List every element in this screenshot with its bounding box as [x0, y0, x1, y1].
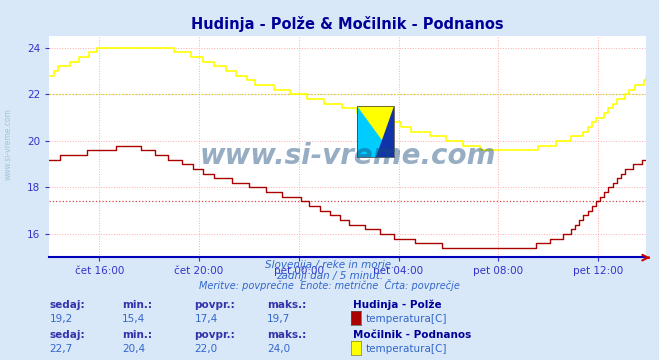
Text: povpr.:: povpr.: [194, 330, 235, 341]
Text: 15,4: 15,4 [122, 314, 145, 324]
Text: 22,7: 22,7 [49, 344, 72, 354]
Text: temperatura[C]: temperatura[C] [366, 344, 447, 354]
Text: povpr.:: povpr.: [194, 300, 235, 310]
Polygon shape [357, 106, 394, 157]
Text: Slovenija / reke in morje.: Slovenija / reke in morje. [265, 260, 394, 270]
Text: maks.:: maks.: [267, 300, 306, 310]
Title: Hudinja - Polže & Močilnik - Podnanos: Hudinja - Polže & Močilnik - Podnanos [191, 16, 504, 32]
Text: min.:: min.: [122, 330, 152, 341]
Text: 19,7: 19,7 [267, 314, 290, 324]
Text: 17,4: 17,4 [194, 314, 217, 324]
FancyBboxPatch shape [357, 106, 394, 157]
Text: Meritve: povprečne  Enote: metrične  Črta: povprečje: Meritve: povprečne Enote: metrične Črta:… [199, 279, 460, 292]
Text: 24,0: 24,0 [267, 344, 290, 354]
Text: min.:: min.: [122, 300, 152, 310]
Text: sedaj:: sedaj: [49, 330, 85, 341]
Text: www.si-vreme.com: www.si-vreme.com [200, 141, 496, 170]
Text: Močilnik - Podnanos: Močilnik - Podnanos [353, 330, 471, 341]
Text: maks.:: maks.: [267, 330, 306, 341]
Polygon shape [376, 106, 394, 157]
Text: www.si-vreme.com: www.si-vreme.com [4, 108, 13, 180]
Text: temperatura[C]: temperatura[C] [366, 314, 447, 324]
Text: sedaj:: sedaj: [49, 300, 85, 310]
Text: 22,0: 22,0 [194, 344, 217, 354]
Text: zadnji dan / 5 minut.: zadnji dan / 5 minut. [276, 271, 383, 281]
Text: 19,2: 19,2 [49, 314, 72, 324]
Text: Hudinja - Polže: Hudinja - Polže [353, 299, 441, 310]
Text: 20,4: 20,4 [122, 344, 145, 354]
